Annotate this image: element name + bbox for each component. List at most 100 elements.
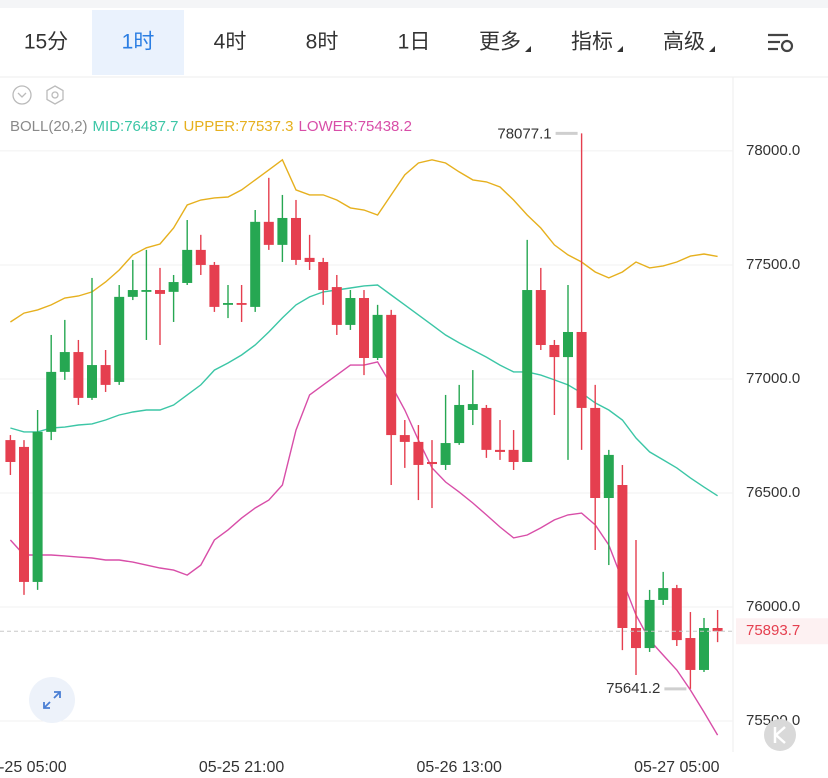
candle-body: [195, 249, 206, 265]
candle-body: [372, 314, 383, 358]
candle-body: [685, 638, 696, 670]
candle-body: [5, 440, 16, 462]
tab-label: 1时: [122, 31, 155, 54]
x-tick-label: 05-25 21:00: [199, 759, 285, 776]
icon-line: [43, 701, 51, 709]
y-tick-label: 78000.0: [746, 142, 800, 159]
candle-body: [331, 287, 342, 325]
candle-body: [481, 407, 492, 450]
boll-line: [10, 284, 718, 497]
candle-body: [223, 303, 233, 305]
last-price-label: 75893.7: [746, 622, 800, 639]
candle-body: [508, 449, 519, 462]
legend: BOLL(20,2) MID:76487.7 UPPER:77537.3 LOWER:…: [10, 118, 412, 135]
collapse-icon[interactable]: [12, 85, 32, 105]
logo-stroke: [774, 726, 786, 744]
tab-label: 高级: [663, 31, 705, 54]
icon-chevron: [17, 92, 27, 98]
candle-body: [399, 435, 410, 442]
tab[interactable]: 更多: [479, 31, 531, 54]
candle-body: [440, 443, 451, 465]
candle-body: [522, 290, 533, 462]
tab[interactable]: 指标: [571, 31, 623, 54]
tab-label: 指标: [571, 31, 613, 54]
candle-body: [263, 221, 274, 245]
candle-body: [386, 314, 397, 436]
candle-body: [671, 588, 682, 641]
candle-body: [495, 449, 505, 452]
candle-body: [617, 485, 628, 628]
candle-body: [19, 446, 29, 582]
candle-body: [73, 352, 84, 398]
candle-body: [590, 407, 601, 499]
x-tick-label: 05-25 05:00: [0, 759, 67, 776]
candle-body: [631, 627, 641, 649]
candle-body: [427, 461, 437, 465]
tab[interactable]: 高级: [663, 31, 715, 54]
tab[interactable]: 4时: [214, 31, 247, 54]
dropdown-triangle: [525, 46, 531, 52]
candle-body: [168, 282, 179, 292]
expand-button[interactable]: [29, 677, 75, 723]
candle-body: [182, 249, 193, 283]
candle-body: [563, 331, 573, 358]
candle-body: [141, 290, 152, 292]
candle-body: [100, 365, 111, 385]
icon-gear: [780, 39, 794, 53]
candle-body: [699, 627, 709, 670]
y-tick-label: 76500.0: [746, 484, 800, 501]
logo-bg: [764, 719, 796, 751]
tab-label: 15分: [24, 31, 68, 54]
candle-body: [454, 404, 465, 444]
tab[interactable]: 1时: [92, 10, 184, 75]
candle-body: [318, 261, 329, 291]
x-tick-label: 05-26 13:00: [416, 759, 502, 776]
dropdown-triangle: [617, 46, 623, 52]
legend-entry: UPPER:77537.3: [183, 118, 293, 135]
candle-body: [658, 588, 669, 600]
watermark-logo: [764, 719, 796, 751]
candle-body: [712, 627, 723, 632]
candle-body: [32, 431, 43, 582]
tab[interactable]: 8时: [306, 31, 339, 54]
candle-body: [467, 404, 478, 410]
settings-icon[interactable]: [768, 33, 794, 53]
boll-line: [10, 158, 718, 323]
max-label: 78077.1: [497, 125, 551, 142]
y-tick-label: 77000.0: [746, 370, 800, 387]
button-bg: [29, 677, 75, 723]
tab-label: 更多: [479, 31, 521, 54]
plot: 75500.076000.076500.077000.077500.078000…: [0, 125, 828, 776]
candle-body: [549, 344, 560, 358]
candle-body: [644, 599, 655, 649]
icon-dot: [51, 91, 59, 99]
icon-arrow: [54, 691, 61, 698]
candle-body: [155, 290, 165, 294]
candle-body: [87, 365, 97, 398]
candle-body: [114, 296, 125, 382]
dropdown-triangle: [709, 46, 715, 52]
candle-body: [603, 454, 614, 499]
tab[interactable]: 15分: [24, 31, 68, 54]
candle-body: [59, 352, 70, 372]
tab-label: 8时: [306, 31, 339, 54]
tab-label: 4时: [214, 31, 247, 54]
tab-label: 1日: [398, 31, 431, 54]
legend-entry: MID:76487.7: [93, 118, 179, 135]
candle-body: [535, 290, 546, 345]
legend-indicator: BOLL(20,2): [10, 118, 88, 135]
indicator-settings-icon[interactable]: [46, 85, 64, 105]
candle-body: [127, 290, 138, 297]
candle-body: [250, 221, 261, 307]
icon-circle: [12, 85, 32, 105]
legend-entry: LOWER:75438.2: [299, 118, 412, 135]
y-tick-label: 77500.0: [746, 256, 800, 273]
status-strip: [0, 0, 828, 8]
candle-body: [413, 441, 424, 465]
icon-line: [53, 691, 61, 699]
candle-body: [359, 298, 369, 358]
candle-body: [291, 217, 301, 260]
tab[interactable]: 1日: [398, 31, 431, 54]
